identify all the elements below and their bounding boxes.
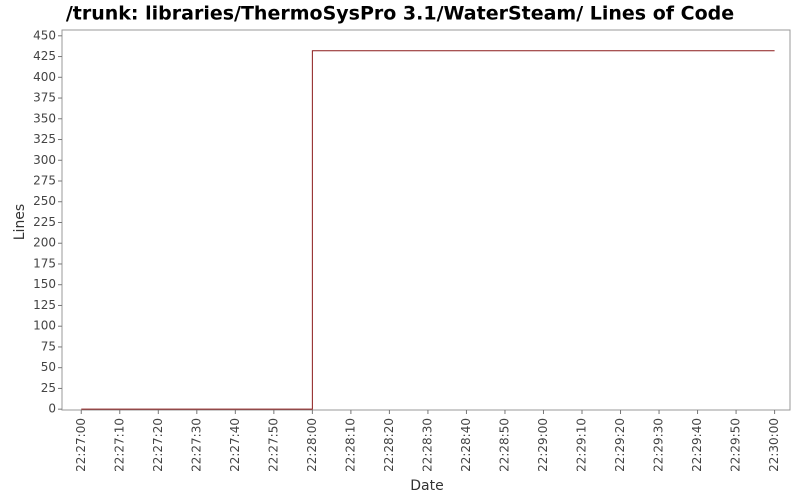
- x-tick-label: 22:29:00: [536, 418, 550, 472]
- x-tick-label: 22:30:00: [767, 418, 781, 472]
- y-tick-label: 100: [33, 319, 56, 333]
- y-tick-label: 50: [41, 360, 56, 374]
- y-tick-label: 300: [33, 153, 56, 167]
- x-tick-label: 22:28:50: [497, 418, 511, 472]
- y-tick-label: 0: [48, 402, 56, 416]
- x-tick-label: 22:27:30: [189, 418, 203, 472]
- y-tick-label: 325: [33, 132, 56, 146]
- x-tick-label: 22:29:30: [652, 418, 666, 472]
- y-tick-label: 375: [33, 91, 56, 105]
- y-tick-label: 25: [41, 381, 56, 395]
- x-tick-label: 22:27:20: [151, 418, 165, 472]
- x-tick-label: 22:29:50: [729, 418, 743, 472]
- y-tick-label: 400: [33, 70, 56, 84]
- x-tick-label: 22:28:20: [382, 418, 396, 472]
- x-tick-label: 22:29:20: [613, 418, 627, 472]
- y-tick-label: 350: [33, 111, 56, 125]
- x-tick-label: 22:27:00: [74, 418, 88, 472]
- x-tick-label: 22:29:10: [575, 418, 589, 472]
- y-tick-label: 225: [33, 215, 56, 229]
- y-tick-label: 250: [33, 194, 56, 208]
- y-tick-label: 125: [33, 298, 56, 312]
- x-axis-label: Date: [410, 478, 443, 494]
- y-tick-label: 75: [41, 339, 56, 353]
- y-tick-label: 150: [33, 277, 56, 291]
- y-axis-label: Lines: [12, 204, 28, 240]
- x-tick-label: 22:28:10: [343, 418, 357, 472]
- x-tick-label: 22:28:00: [305, 418, 319, 472]
- x-tick-label: 22:27:10: [112, 418, 126, 472]
- x-tick-label: 22:28:30: [420, 418, 434, 472]
- y-tick-label: 275: [33, 174, 56, 188]
- y-tick-label: 425: [33, 49, 56, 63]
- x-tick-label: 22:27:50: [266, 418, 280, 472]
- data-line: [81, 50, 775, 410]
- y-tick-label: 200: [33, 236, 56, 250]
- plot-area: [61, 29, 791, 411]
- y-tick-label: 175: [33, 256, 56, 270]
- x-tick-label: 22:29:40: [690, 418, 704, 472]
- y-tick-label: 450: [33, 28, 56, 42]
- chart-title: /trunk: libraries/ThermoSysPro 3.1/Water…: [66, 3, 734, 25]
- x-tick-label: 22:28:40: [459, 418, 473, 472]
- x-tick-label: 22:27:40: [228, 418, 242, 472]
